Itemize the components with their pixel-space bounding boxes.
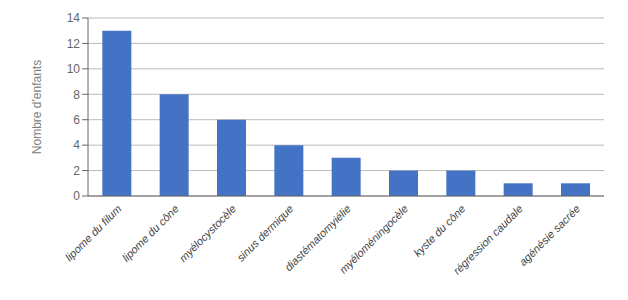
svg-text:6: 6 bbox=[73, 113, 80, 127]
svg-text:myéloméningocèle: myéloméningocèle bbox=[337, 202, 410, 275]
svg-text:14: 14 bbox=[67, 11, 81, 25]
svg-text:2: 2 bbox=[73, 164, 80, 178]
svg-text:myélocystocèle: myélocystocèle bbox=[177, 202, 239, 264]
svg-text:8: 8 bbox=[73, 88, 80, 102]
svg-text:lipome du cône: lipome du cône bbox=[120, 202, 181, 263]
svg-text:0: 0 bbox=[73, 189, 80, 203]
svg-text:sinus dermique: sinus dermique bbox=[234, 202, 295, 263]
svg-text:kyste du cône: kyste du cône bbox=[411, 202, 467, 258]
svg-text:10: 10 bbox=[67, 62, 81, 76]
svg-text:Nombre d'enfants: Nombre d'enfants bbox=[30, 60, 44, 154]
svg-text:lipome du filum: lipome du filum bbox=[63, 202, 124, 263]
svg-text:agénésie sacrée: agénésie sacrée bbox=[517, 202, 583, 268]
svg-text:4: 4 bbox=[73, 138, 80, 152]
svg-text:diastématomyiélie: diastématomyiélie bbox=[282, 202, 353, 274]
svg-text:12: 12 bbox=[67, 37, 81, 51]
svg-text:régression caudale: régression caudale bbox=[451, 202, 525, 276]
